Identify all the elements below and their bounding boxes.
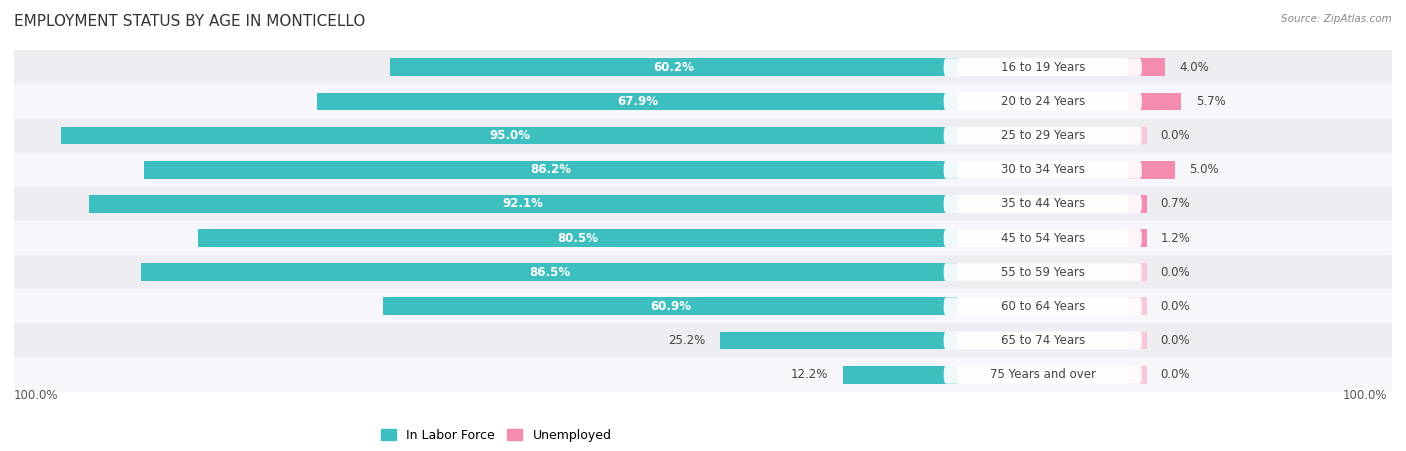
FancyBboxPatch shape [14,119,1392,153]
Text: 60.2%: 60.2% [654,61,695,74]
FancyBboxPatch shape [943,58,1142,76]
Text: 80.5%: 80.5% [557,231,599,244]
Bar [1128,298,1146,315]
Text: 92.1%: 92.1% [503,198,544,211]
FancyBboxPatch shape [943,127,1142,145]
Text: 5.0%: 5.0% [1189,163,1219,176]
FancyBboxPatch shape [14,50,1392,84]
Text: 16 to 19 Years: 16 to 19 Years [1001,61,1085,74]
Bar [389,59,957,76]
Text: 100.0%: 100.0% [14,389,59,402]
FancyBboxPatch shape [14,84,1392,119]
Bar [145,161,957,179]
Text: 45 to 54 Years: 45 to 54 Years [1001,231,1085,244]
Text: 0.0%: 0.0% [1161,266,1191,279]
Bar [1128,366,1146,383]
Text: 65 to 74 Years: 65 to 74 Years [1001,334,1085,347]
Bar [1128,59,1166,76]
FancyBboxPatch shape [943,229,1142,247]
Text: 75 Years and over: 75 Years and over [990,368,1095,381]
FancyBboxPatch shape [943,263,1142,281]
Text: 60 to 64 Years: 60 to 64 Years [1001,300,1085,313]
Legend: In Labor Force, Unemployed: In Labor Force, Unemployed [377,424,616,447]
Text: 30 to 34 Years: 30 to 34 Years [1001,163,1085,176]
FancyBboxPatch shape [14,153,1392,187]
Bar [1128,127,1146,144]
Text: 35 to 44 Years: 35 to 44 Years [1001,198,1085,211]
Text: 67.9%: 67.9% [617,95,658,108]
FancyBboxPatch shape [14,358,1392,392]
Text: 0.0%: 0.0% [1161,129,1191,142]
Text: 5.7%: 5.7% [1195,95,1226,108]
Bar [1128,229,1146,247]
Text: 86.5%: 86.5% [529,266,571,279]
FancyBboxPatch shape [943,331,1142,350]
Text: 0.0%: 0.0% [1161,368,1191,381]
FancyBboxPatch shape [14,187,1392,221]
FancyBboxPatch shape [943,297,1142,315]
Text: 1.2%: 1.2% [1161,231,1191,244]
Text: 86.2%: 86.2% [530,163,572,176]
FancyBboxPatch shape [14,255,1392,289]
Text: 100.0%: 100.0% [1343,389,1388,402]
Bar [316,92,957,110]
Text: 95.0%: 95.0% [489,129,530,142]
Bar [1128,331,1146,350]
Text: 20 to 24 Years: 20 to 24 Years [1001,95,1085,108]
Bar [1128,161,1175,179]
Bar [1128,263,1146,281]
Bar [1128,195,1146,213]
Text: Source: ZipAtlas.com: Source: ZipAtlas.com [1281,14,1392,23]
FancyBboxPatch shape [943,366,1142,384]
Bar [89,195,957,213]
Bar [198,229,957,247]
FancyBboxPatch shape [943,92,1142,110]
Text: 12.2%: 12.2% [792,368,828,381]
FancyBboxPatch shape [14,221,1392,255]
Bar [382,298,957,315]
Text: EMPLOYMENT STATUS BY AGE IN MONTICELLO: EMPLOYMENT STATUS BY AGE IN MONTICELLO [14,14,366,28]
Bar [62,127,957,144]
Bar [842,366,957,383]
Text: 0.0%: 0.0% [1161,334,1191,347]
Text: 55 to 59 Years: 55 to 59 Years [1001,266,1085,279]
Text: 0.0%: 0.0% [1161,300,1191,313]
FancyBboxPatch shape [943,161,1142,179]
Text: 4.0%: 4.0% [1180,61,1209,74]
Text: 60.9%: 60.9% [650,300,690,313]
FancyBboxPatch shape [943,195,1142,213]
Bar [142,263,957,281]
FancyBboxPatch shape [14,323,1392,358]
FancyBboxPatch shape [14,289,1392,323]
Bar [1128,92,1181,110]
Text: 25 to 29 Years: 25 to 29 Years [1001,129,1085,142]
Text: 0.7%: 0.7% [1161,198,1191,211]
Text: 25.2%: 25.2% [669,334,706,347]
Bar [720,331,957,350]
